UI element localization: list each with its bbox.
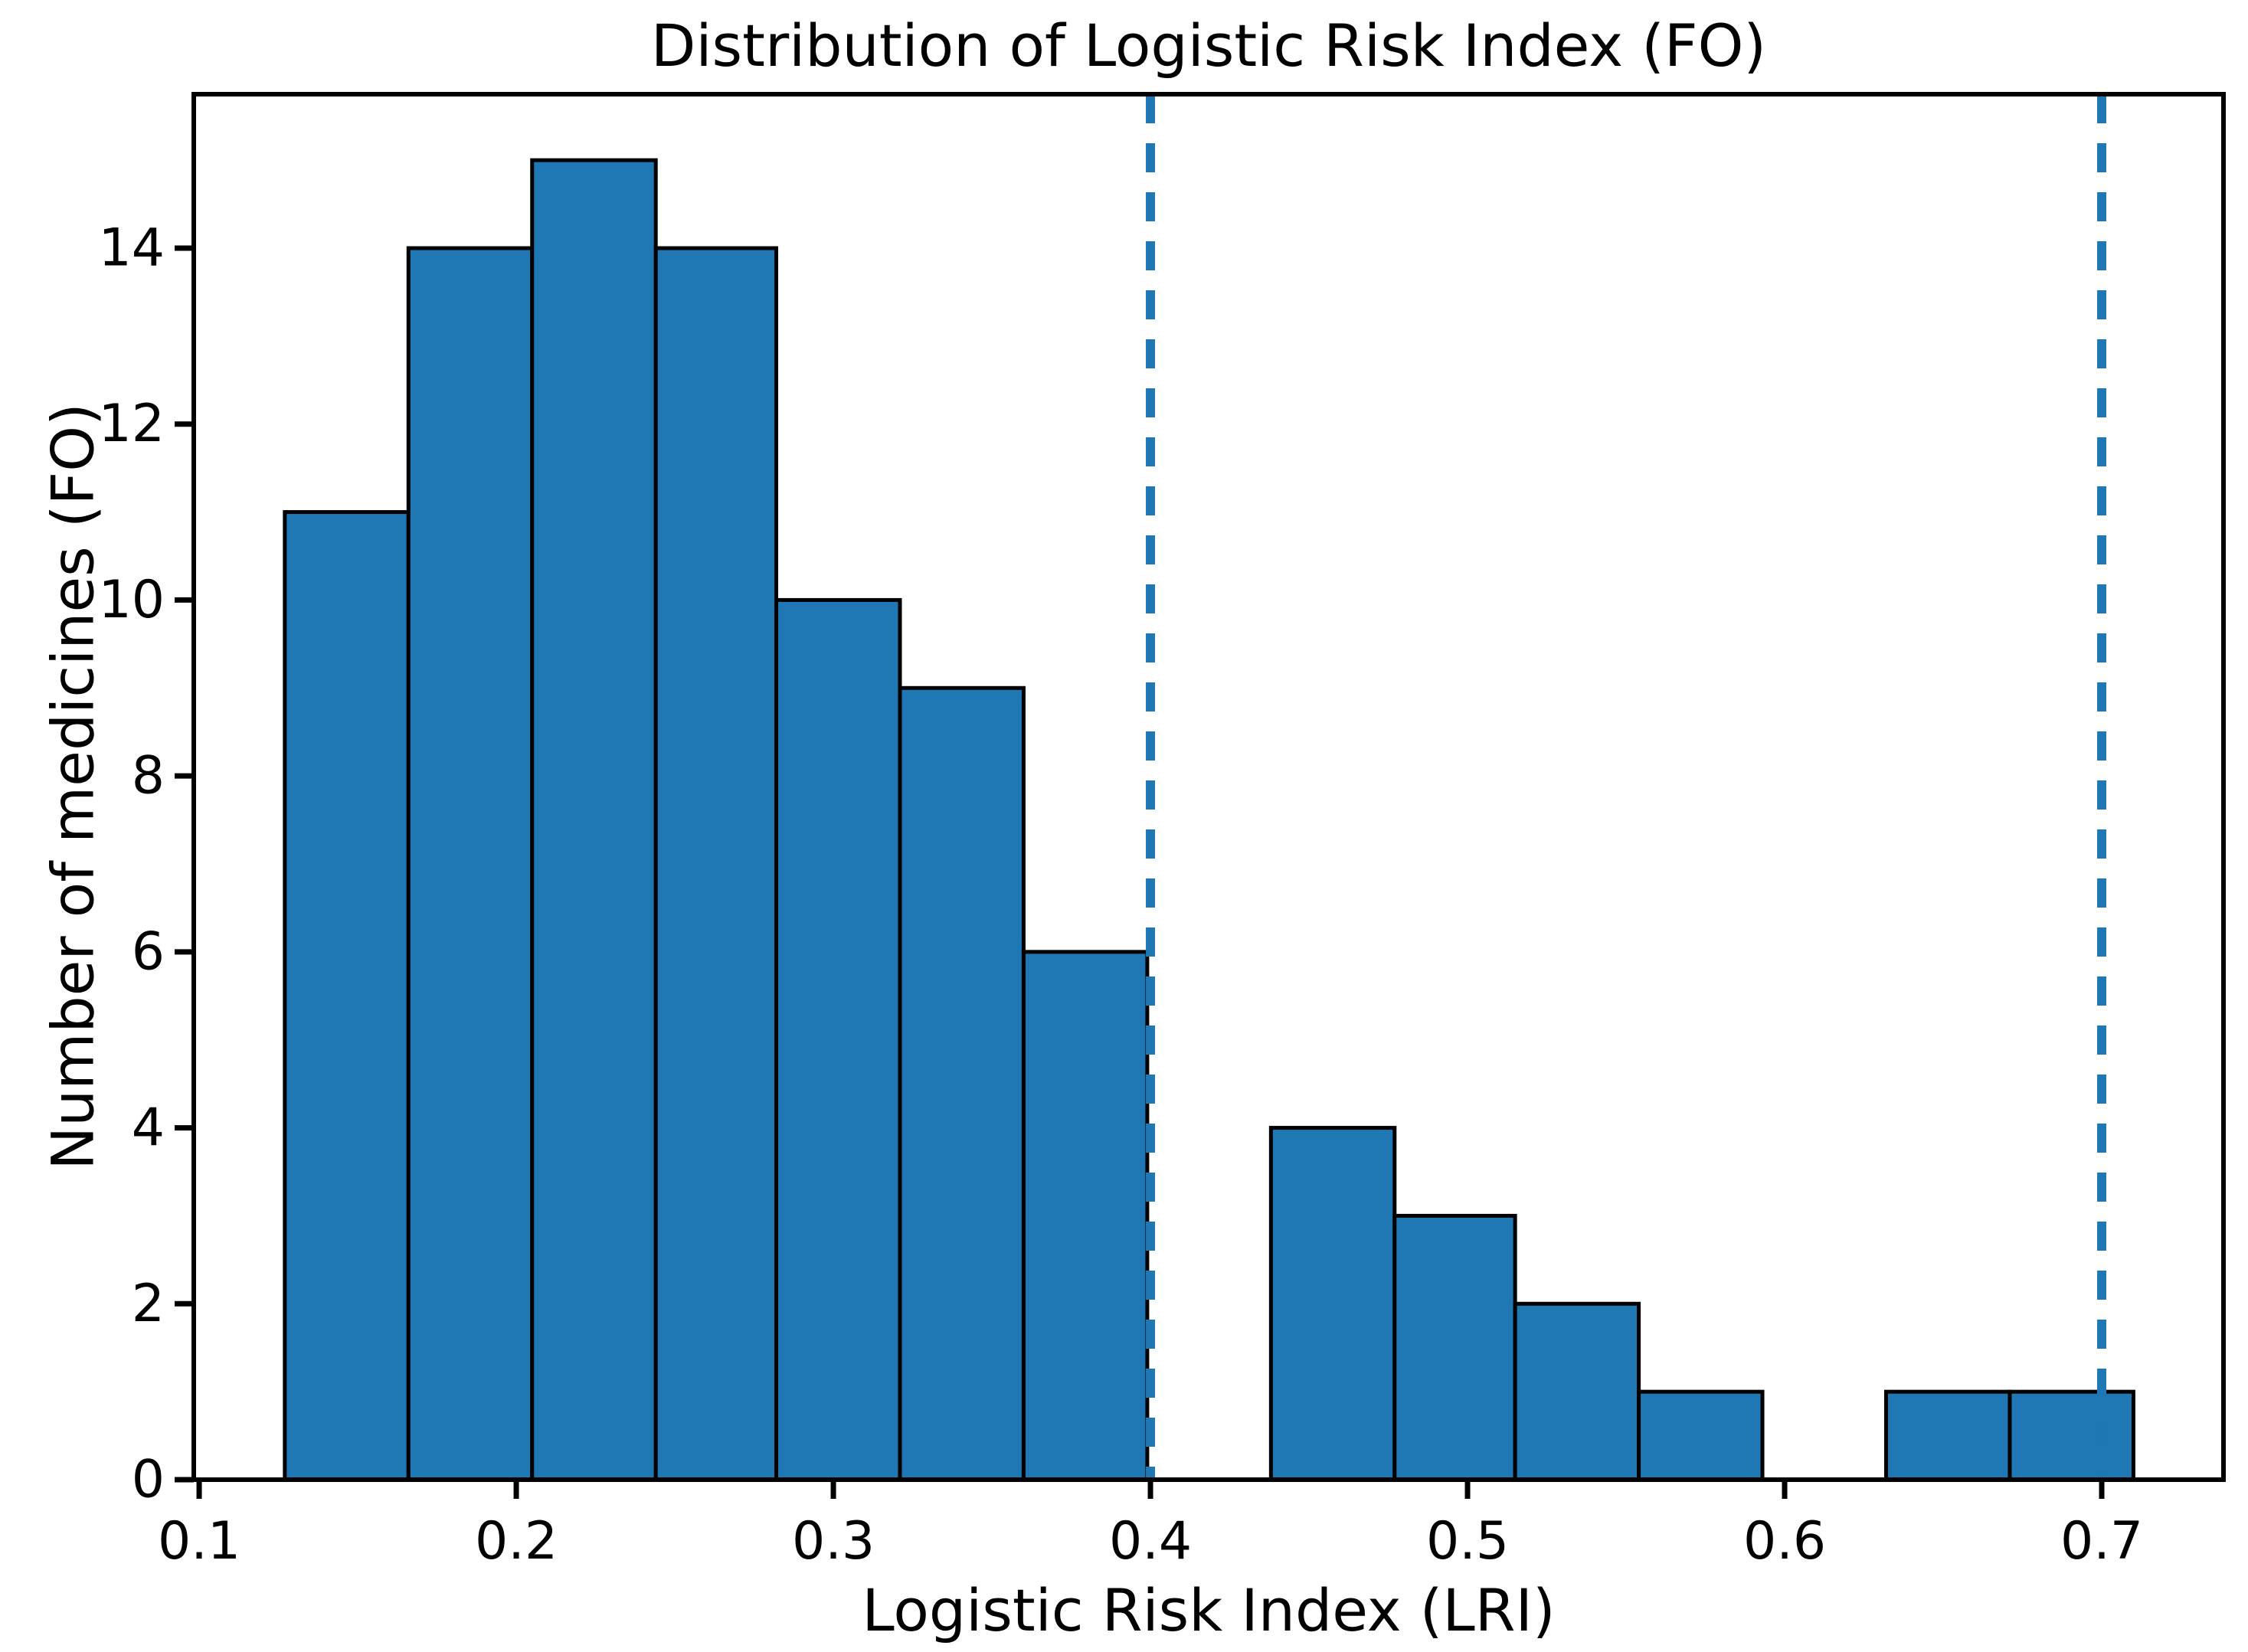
y-tick-label: 4 xyxy=(132,1098,165,1158)
histogram-bar xyxy=(1268,1126,1397,1482)
x-tick-label: 0.6 xyxy=(1743,1511,1826,1572)
x-tick-label: 0.5 xyxy=(1426,1511,1509,1572)
histogram-bar xyxy=(898,685,1026,1482)
histogram-bar xyxy=(1513,1301,1641,1482)
chart-title: Distribution of Logistic Risk Index (FO) xyxy=(650,11,1767,80)
x-tick-label: 0.2 xyxy=(475,1511,558,1572)
y-tick-label: 0 xyxy=(132,1450,165,1510)
y-tick-label: 2 xyxy=(132,1274,165,1334)
histogram-bar xyxy=(1392,1213,1517,1482)
histogram-bar xyxy=(530,158,658,1482)
histogram-bar xyxy=(2007,1389,2135,1482)
x-tick-label: 0.3 xyxy=(792,1511,875,1572)
histogram-bar xyxy=(406,246,535,1482)
histogram-bar xyxy=(653,246,779,1482)
x-axis-label: Logistic Risk Index (LRI) xyxy=(862,1576,1556,1644)
axes-spines xyxy=(191,92,2226,1482)
y-tick-label: 10 xyxy=(98,570,165,630)
y-tick-label: 8 xyxy=(132,746,165,806)
y-tick-label: 14 xyxy=(98,218,165,279)
y-tick-label: 6 xyxy=(132,921,165,982)
x-tick-label: 0.1 xyxy=(158,1511,241,1572)
histogram-bar xyxy=(774,597,902,1482)
y-tick-label: 12 xyxy=(98,394,165,454)
x-tick-label: 0.7 xyxy=(2060,1511,2143,1572)
histogram-bar xyxy=(1021,950,1150,1482)
x-tick-label: 0.4 xyxy=(1109,1511,1192,1572)
histogram-bar xyxy=(1637,1389,1765,1482)
histogram-bar xyxy=(1884,1389,2012,1482)
histogram-bar xyxy=(283,510,411,1482)
